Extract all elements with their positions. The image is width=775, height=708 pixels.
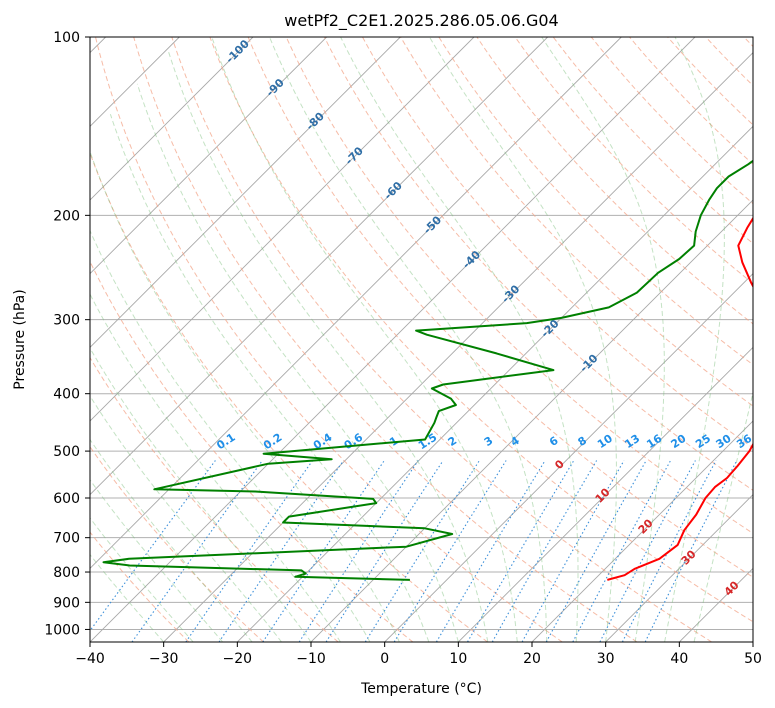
- x-tick-label: −20: [223, 651, 253, 667]
- y-axis-ticks: 100 200 300 400 500 600 700 800 900 1000: [44, 30, 90, 638]
- sounding-profiles: [102, 159, 753, 581]
- y-tick-label: 200: [53, 208, 80, 224]
- x-axis-ticks: −40 −30 −20 −10 0 10 20 30 40 50: [75, 642, 762, 667]
- x-tick-label: 40: [670, 651, 688, 667]
- isotherm-line: [384, 273, 753, 642]
- moist-adiabat: [167, 49, 489, 642]
- moist-adiabat: [664, 37, 725, 642]
- x-tick-label: −10: [296, 651, 326, 667]
- moist-adiabat: [109, 114, 430, 642]
- x-tick-label: −30: [149, 651, 179, 667]
- x-axis-label: Temperature (°C): [360, 681, 482, 697]
- isotherm-line: [90, 37, 622, 569]
- x-tick-label: 0: [380, 651, 389, 667]
- isotherm-line: [90, 37, 548, 496]
- moist-adiabat: [90, 438, 253, 642]
- dewpoint-profile-line: [102, 159, 753, 581]
- dry-adiabat: [171, 37, 712, 642]
- dry-adiabat: [323, 37, 753, 491]
- y-tick-label: 100: [53, 30, 80, 46]
- dry-adiabat: [90, 531, 190, 642]
- skewed-isotherms: [90, 37, 753, 642]
- dry-adiabat: [438, 37, 753, 366]
- mixing-ratio-line: [545, 460, 647, 642]
- chart-title: wetPf2_C2E1.2025.286.05.06.G04: [284, 11, 558, 31]
- dry-adiabat: [95, 37, 563, 642]
- x-tick-label: 20: [523, 651, 541, 667]
- dry-adiabat: [90, 151, 488, 642]
- dry-adiabat: [285, 37, 753, 534]
- dry-adiabat: [90, 260, 414, 642]
- x-tick-label: 50: [744, 651, 762, 667]
- isotherm-line: [90, 37, 254, 201]
- isotherm-line: [531, 420, 753, 642]
- moist-adiabat: [693, 390, 753, 642]
- mixing-ratio-line: [90, 460, 216, 632]
- y-tick-label: 700: [53, 531, 80, 547]
- dry-adiabat: [133, 37, 638, 642]
- y-tick-label: 600: [53, 491, 80, 507]
- y-tick-label: 900: [53, 595, 80, 611]
- moist-adiabat: [211, 37, 518, 642]
- dry-adiabat: [247, 37, 753, 578]
- dry-adiabat: [209, 37, 753, 623]
- x-tick-label: −40: [75, 651, 105, 667]
- isotherm-line: [163, 52, 753, 642]
- dry-adiabat: [476, 37, 753, 325]
- mixing-ratio-line: [218, 460, 344, 642]
- dry-adiabats: [90, 37, 753, 642]
- y-tick-label: 400: [53, 387, 80, 403]
- isotherm-line: [90, 37, 475, 422]
- y-tick-label: 300: [53, 313, 80, 329]
- isotherm-line: [605, 494, 753, 642]
- mixing-ratio-label: 36: [734, 432, 754, 451]
- dry-adiabat: [590, 37, 753, 205]
- temperature-profile-line: [607, 216, 753, 581]
- isotherm-line: [90, 37, 327, 275]
- mixing-ratio-line: [131, 460, 263, 642]
- mixing-ratio-line: [521, 460, 625, 642]
- moist-adiabat: [90, 150, 400, 642]
- isotherm-line: [90, 37, 401, 348]
- dry-adiabat: [552, 37, 753, 245]
- mixing-ratio-line: [644, 460, 738, 642]
- moist-adiabat: [136, 83, 459, 642]
- y-tick-label: 500: [53, 444, 80, 460]
- plot-area: 0.1 0.2 0.4 0.6 1 1.5 2 3 4 6 8 10 13 16 20 25 30 36-100-…: [90, 37, 754, 642]
- y-tick-label: 1000: [44, 622, 80, 638]
- dry-adiabat: [90, 356, 339, 642]
- isotherm-line: [458, 346, 753, 642]
- isotherm-line: [237, 125, 753, 642]
- mixing-ratio-line: [491, 460, 598, 642]
- plot-frame: [89, 36, 754, 643]
- mixing-ratio-line: [185, 460, 314, 642]
- y-tick-label: 800: [53, 565, 80, 581]
- x-tick-label: 30: [597, 651, 615, 667]
- moist-adiabat: [429, 37, 617, 642]
- dry-adiabat: [400, 37, 753, 407]
- dry-adiabat: [362, 37, 753, 449]
- mixing-ratio-line: [435, 460, 546, 642]
- moist-adiabat: [541, 37, 665, 642]
- pressure-gridlines: [90, 37, 753, 630]
- moist-adiabat: [340, 37, 579, 642]
- moist-adiabat: [90, 293, 341, 642]
- isotherm-line: [90, 37, 696, 642]
- y-axis-label: Pressure (hPa): [12, 289, 28, 389]
- x-tick-label: 10: [449, 651, 467, 667]
- mixing-ratio-line: [467, 460, 575, 642]
- mixing-ratio-line: [298, 460, 419, 642]
